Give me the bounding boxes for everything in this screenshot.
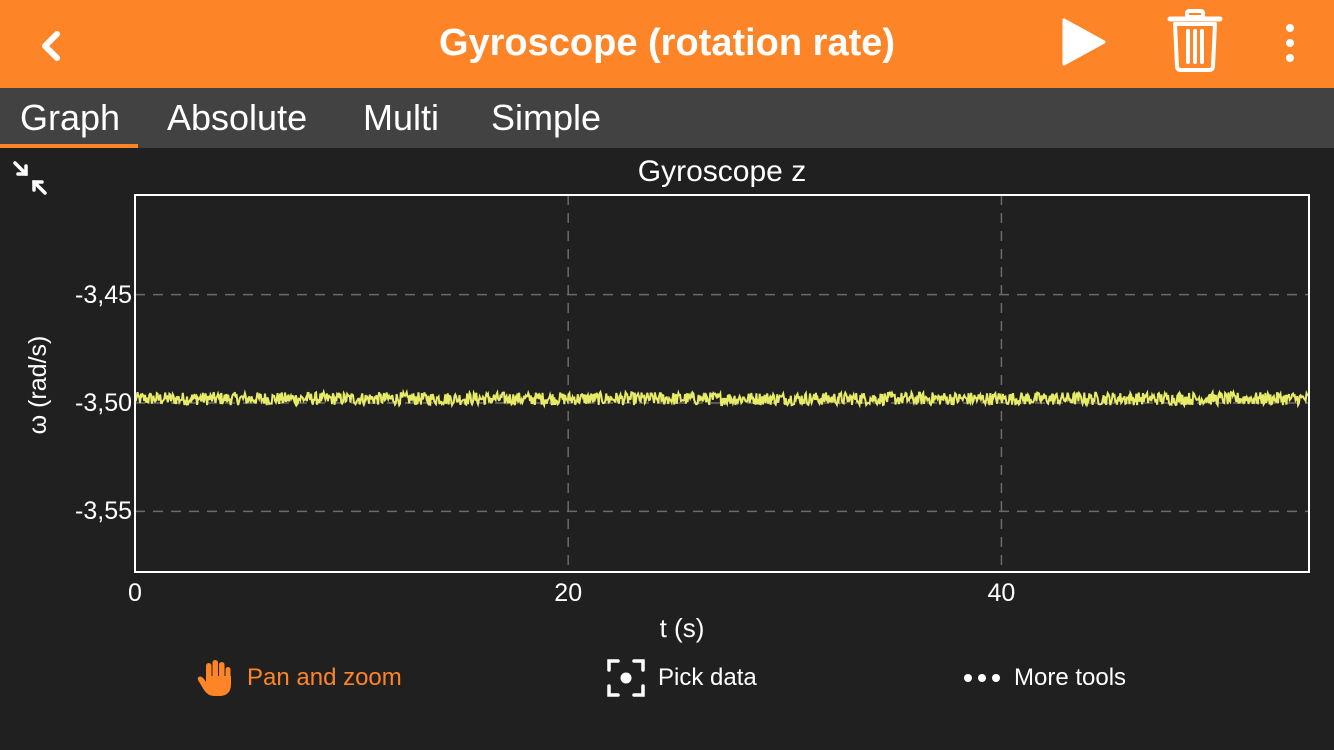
y-tick-label: -3,55 (75, 497, 132, 526)
y-tick-label: -3,45 (75, 280, 132, 309)
x-axis-label: t (s) (659, 613, 705, 643)
tab-multi[interactable]: Multi (363, 97, 440, 138)
hand-icon (195, 658, 235, 698)
delete-data-button[interactable] (1163, 8, 1227, 74)
tab-simple[interactable]: Simple (491, 97, 602, 138)
pick-data-icon (606, 658, 646, 698)
pan-and-zoom-label: Pan and zoom (247, 664, 402, 691)
tab-absolute[interactable]: Absolute (167, 97, 308, 138)
chevron-left-icon (42, 31, 60, 61)
more-tools-label: More tools (1014, 664, 1127, 691)
tab-graph[interactable]: Graph (0, 88, 139, 148)
y-tick-label: -3,50 (75, 389, 132, 417)
more-vertical-icon (1286, 24, 1294, 62)
y-axis-label: ω (rad/s) (24, 335, 52, 435)
back-button[interactable] (30, 24, 74, 68)
collapse-arrows-icon (13, 161, 47, 195)
play-icon (1062, 18, 1106, 66)
series-line (134, 388, 1310, 559)
x-tick-label: 20 (554, 579, 583, 607)
trash-icon (1167, 9, 1223, 72)
more-horizontal-icon (962, 658, 1002, 698)
x-tick-label: 0 (128, 579, 142, 607)
pick-data-label: Pick data (658, 664, 757, 691)
pan-and-zoom-tool[interactable]: Pan and zoom (195, 654, 402, 702)
more-menu-button[interactable] (1272, 20, 1308, 66)
chart-title: Gyroscope z (637, 155, 807, 188)
x-tick-label: 40 (987, 579, 1016, 607)
more-tools-button[interactable]: More tools (962, 654, 1126, 702)
tab-bar: Graph Absolute Multi Simple (0, 88, 1334, 148)
play-button[interactable] (1056, 14, 1112, 70)
pick-data-tool[interactable]: Pick data (606, 654, 757, 702)
collapse-graph-button[interactable] (12, 160, 48, 196)
plot-frame (134, 194, 1310, 573)
